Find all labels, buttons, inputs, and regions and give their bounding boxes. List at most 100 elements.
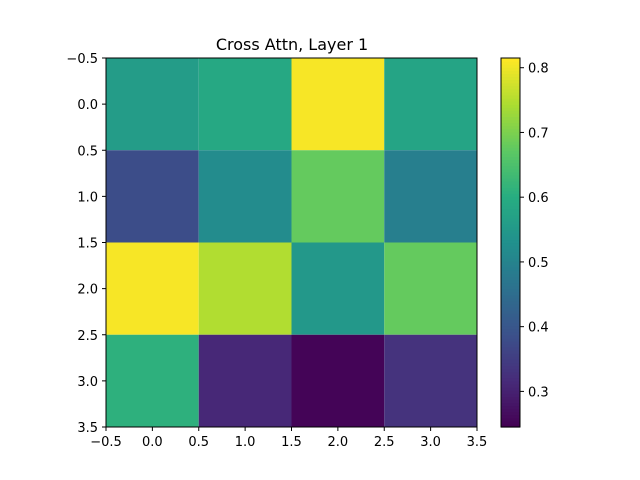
colorbar-tick-label: 0.8 (528, 62, 549, 77)
colorbar-segment (501, 282, 520, 287)
colorbar-segment (501, 377, 520, 382)
colorbar-segment (501, 362, 520, 367)
x-tick-label: −0.5 (90, 435, 122, 450)
colorbar-segment (501, 313, 520, 317)
colorbar-segment (501, 390, 520, 394)
colorbar-segment (501, 196, 520, 201)
colorbar-segment (501, 285, 520, 290)
y-tick-label: 1.5 (77, 237, 98, 252)
colorbar-segment (501, 405, 520, 410)
colorbar-segment (501, 408, 520, 413)
colorbar-segment (501, 374, 520, 379)
colorbar-segment (501, 156, 520, 161)
colorbar-segment (501, 233, 520, 237)
colorbar-segment (501, 414, 520, 419)
colorbar-segment (501, 257, 520, 262)
colorbar-segment (501, 319, 520, 324)
colorbar-segment (501, 420, 520, 425)
colorbar-segment (501, 396, 520, 400)
heatmap-cell-r1-c3 (384, 150, 477, 243)
colorbar-segment (501, 343, 520, 348)
colorbar-segment (501, 125, 520, 130)
heatmap-cell-r0-c1 (198, 58, 292, 151)
colorbar-segment (501, 181, 520, 185)
colorbar-tick-label: 0.7 (528, 126, 549, 141)
colorbar-segment (501, 325, 520, 330)
colorbar-segment (501, 307, 520, 311)
heatmap-cell-r2-c0 (106, 242, 199, 335)
colorbar-segment (501, 58, 520, 62)
colorbar-segment (501, 88, 520, 93)
colorbar-segment (501, 122, 520, 127)
heatmap-cell-r3-c2 (291, 334, 385, 427)
colorbar-segment (501, 162, 520, 167)
colorbar-segment (501, 393, 520, 397)
y-tick-label: 3.0 (77, 375, 98, 390)
x-axis: −0.5 0.0 0.5 1.0 1.5 2.0 2.5 3.0 3.5 (90, 427, 487, 450)
colorbar-segment (501, 365, 520, 370)
colorbar-segment (501, 205, 520, 210)
colorbar-segment (501, 230, 520, 234)
colorbar-segment (501, 334, 520, 339)
x-tick-label: 2.5 (374, 435, 395, 450)
colorbar-segment (501, 131, 520, 136)
heatmap-cell-r1-c0 (106, 150, 199, 243)
heatmap-cell-r0-c3 (384, 58, 477, 151)
colorbar-segment (501, 110, 520, 114)
colorbar-segment (501, 70, 520, 74)
colorbar-segment (501, 94, 520, 99)
colorbar-segment (501, 224, 520, 228)
colorbar-segment (501, 350, 520, 354)
colorbar-segment (501, 116, 520, 121)
y-tick-label: 1.0 (77, 190, 98, 205)
colorbar-segment (501, 411, 520, 416)
colorbar-segment (501, 174, 520, 179)
colorbar-segment (501, 273, 520, 277)
colorbar-segment (501, 64, 520, 68)
colorbar-segment (501, 300, 520, 305)
x-tick-label: 0.5 (188, 435, 209, 450)
colorbar-segment (501, 353, 520, 357)
chart-title: Cross Attn, Layer 1 (216, 35, 368, 54)
colorbar-segment (501, 159, 520, 164)
colorbar-segment (501, 113, 520, 118)
colorbar-segment (501, 76, 520, 81)
heatmap-cells (106, 58, 477, 427)
colorbar-segment (501, 371, 520, 376)
heatmap-cell-r2-c2 (291, 242, 385, 335)
colorbar-segment (501, 279, 520, 284)
colorbar-segment (501, 276, 520, 280)
colorbar-segment (501, 217, 520, 222)
colorbar-segment (501, 199, 520, 204)
y-tick-label: 3.5 (77, 421, 98, 436)
heatmap-cell-r1-c2 (291, 150, 385, 243)
colorbar-segment (501, 270, 520, 274)
colorbar-segment (501, 107, 520, 111)
x-tick-label: 1.0 (235, 435, 256, 450)
heatmap-cell-r3-c1 (198, 334, 292, 427)
colorbar-segment (501, 187, 520, 191)
colorbar-segment (501, 260, 520, 265)
heatmap-cell-r1-c1 (198, 150, 292, 243)
colorbar-segment (501, 423, 520, 428)
colorbar-frame (500, 57, 521, 428)
colorbar-segment (501, 227, 520, 231)
colorbar-segment (501, 294, 520, 299)
colorbar-segment (501, 177, 520, 182)
colorbar-segment (501, 368, 520, 373)
colorbar-segment (501, 91, 520, 96)
colorbar-segment (501, 82, 520, 87)
heatmap-cell-r0-c0 (106, 58, 199, 151)
colorbar-segment (501, 359, 520, 364)
colorbar-tick-label: 0.6 (528, 191, 549, 206)
colorbar-segment (501, 128, 520, 133)
heatmap-cell-r2-c1 (198, 242, 292, 335)
colorbar-segment (501, 310, 520, 314)
colorbar-segment (501, 254, 520, 259)
colorbar-tick-label: 0.3 (528, 385, 549, 400)
colorbar-segment (501, 165, 520, 170)
x-tick-label: 2.0 (328, 435, 349, 450)
heatmap-cell-r0-c2 (291, 58, 385, 151)
x-tick-label: 3.5 (467, 435, 488, 450)
